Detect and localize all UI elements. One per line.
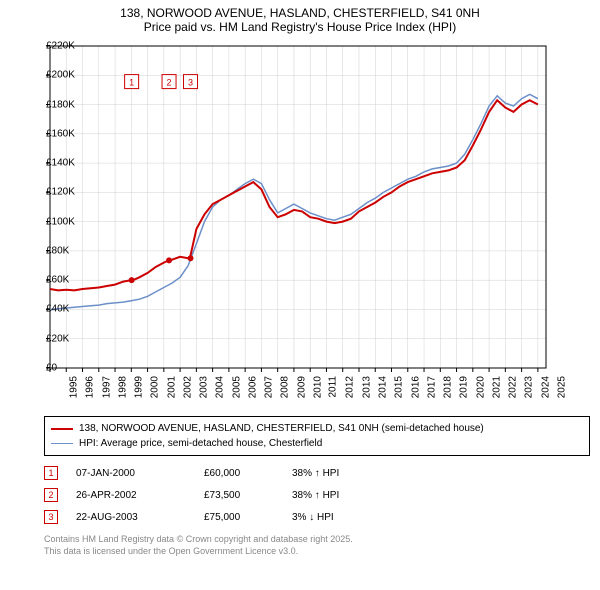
legend-label-price-paid: 138, NORWOOD AVENUE, HASLAND, CHESTERFIE…	[79, 421, 484, 436]
x-tick-label: 2015	[393, 376, 404, 398]
x-tick-label: 2004	[215, 376, 226, 398]
y-tick-label: £60K	[46, 275, 48, 286]
x-tick-label: 2022	[507, 376, 518, 398]
sales-table: 1 07-JAN-2000 £60,000 38% ↑ HPI 2 26-APR…	[44, 462, 590, 528]
legend-label-hpi: HPI: Average price, semi-detached house,…	[79, 436, 322, 451]
sale-diff: 3% ↓ HPI	[292, 512, 334, 523]
sale-row: 3 22-AUG-2003 £75,000 3% ↓ HPI	[44, 506, 590, 528]
footer-line1: Contains HM Land Registry data © Crown c…	[44, 534, 590, 546]
x-tick-label: 2025	[556, 376, 567, 398]
sale-date: 26-APR-2002	[76, 490, 186, 501]
sale-price: £60,000	[204, 468, 274, 479]
x-tick-label: 2017	[426, 376, 437, 398]
x-tick-label: 1997	[101, 376, 112, 398]
svg-text:2: 2	[167, 78, 172, 88]
sale-price: £75,000	[204, 512, 274, 523]
legend-swatch-hpi	[51, 443, 73, 444]
sale-diff: 38% ↑ HPI	[292, 468, 339, 479]
y-tick-label: £220K	[46, 41, 48, 52]
x-tick-label: 2013	[361, 376, 372, 398]
y-tick-label: £20K	[46, 333, 48, 344]
x-tick-label: 2021	[491, 376, 502, 398]
x-tick-label: 2005	[231, 376, 242, 398]
legend-swatch-price-paid	[51, 428, 73, 430]
x-tick-label: 2007	[263, 376, 274, 398]
y-tick-label: £180K	[46, 99, 48, 110]
sale-marker-1: 1	[44, 466, 58, 480]
x-tick-label: 2023	[524, 376, 535, 398]
y-tick-label: £120K	[46, 187, 48, 198]
x-tick-label: 2008	[280, 376, 291, 398]
x-tick-label: 1996	[85, 376, 96, 398]
svg-text:3: 3	[188, 78, 193, 88]
sale-marker-3: 3	[44, 510, 58, 524]
x-tick-label: 2024	[540, 376, 551, 398]
sale-marker-2: 2	[44, 488, 58, 502]
svg-text:1: 1	[129, 78, 134, 88]
y-tick-label: £40K	[46, 304, 48, 315]
title-line1: 138, NORWOOD AVENUE, HASLAND, CHESTERFIE…	[10, 6, 590, 20]
footer: Contains HM Land Registry data © Crown c…	[44, 534, 590, 557]
legend-item-price-paid: 138, NORWOOD AVENUE, HASLAND, CHESTERFIE…	[51, 421, 583, 436]
line-chart: 1 2 3	[10, 42, 550, 372]
x-tick-label: 2014	[377, 376, 388, 398]
x-tick-label: 2018	[442, 376, 453, 398]
x-tick-label: 2002	[182, 376, 193, 398]
x-axis-labels: 1995 1996 1997 1998 1999 2000 2001 2002 2003 2004…	[10, 372, 550, 410]
x-tick-label: 2011	[328, 376, 339, 398]
footer-line2: This data is licensed under the Open Gov…	[44, 546, 590, 558]
x-tick-label: 2003	[198, 376, 209, 398]
x-tick-label: 1999	[133, 376, 144, 398]
y-tick-label: £100K	[46, 216, 48, 227]
legend: 138, NORWOOD AVENUE, HASLAND, CHESTERFIE…	[44, 416, 590, 456]
sale-row: 2 26-APR-2002 £73,500 38% ↑ HPI	[44, 484, 590, 506]
x-tick-label: 2016	[410, 376, 421, 398]
y-tick-label: £160K	[46, 128, 48, 139]
x-tick-label: 2020	[475, 376, 486, 398]
x-tick-label: 2000	[150, 376, 161, 398]
sale-date: 22-AUG-2003	[76, 512, 186, 523]
sale-row: 1 07-JAN-2000 £60,000 38% ↑ HPI	[44, 462, 590, 484]
y-tick-label: £140K	[46, 158, 48, 169]
x-tick-label: 2006	[247, 376, 258, 398]
chart-area: £0£20K£40K£60K£80K£100K£120K£140K£160K£1…	[10, 42, 590, 410]
x-tick-label: 1998	[117, 376, 128, 398]
title-line2: Price paid vs. HM Land Registry's House …	[10, 20, 590, 34]
chart-title: 138, NORWOOD AVENUE, HASLAND, CHESTERFIE…	[0, 0, 600, 38]
x-tick-label: 2001	[166, 376, 177, 398]
x-tick-label: 2012	[345, 376, 356, 398]
sale-price: £73,500	[204, 490, 274, 501]
x-tick-label: 2009	[296, 376, 307, 398]
legend-item-hpi: HPI: Average price, semi-detached house,…	[51, 436, 583, 451]
sale-date: 07-JAN-2000	[76, 468, 186, 479]
x-tick-label: 1995	[68, 376, 79, 398]
y-tick-label: £200K	[46, 70, 48, 81]
y-tick-label: £80K	[46, 245, 48, 256]
sale-diff: 38% ↑ HPI	[292, 490, 339, 501]
x-tick-label: 2019	[459, 376, 470, 398]
x-tick-label: 2010	[312, 376, 323, 398]
